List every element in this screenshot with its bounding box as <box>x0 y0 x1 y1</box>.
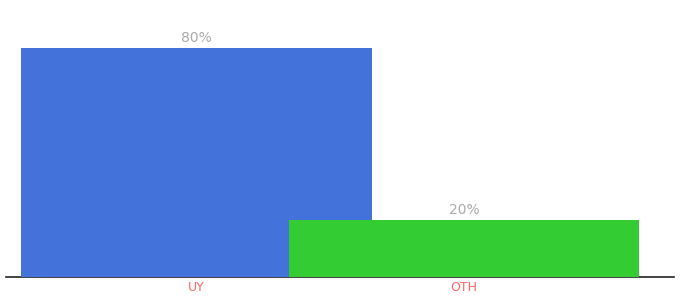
Bar <box>22 48 372 277</box>
Text: 20%: 20% <box>449 203 479 217</box>
Bar <box>289 220 639 277</box>
Text: 80%: 80% <box>182 32 212 46</box>
